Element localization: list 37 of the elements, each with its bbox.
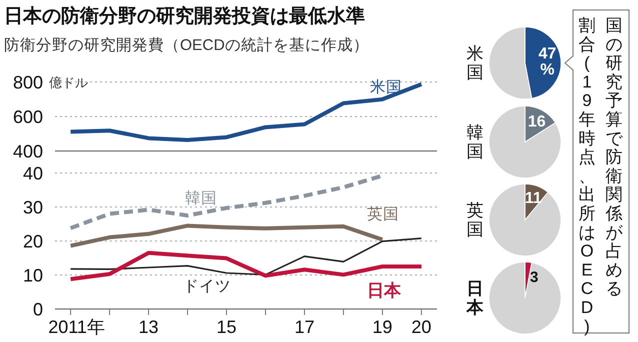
- x-tick-label: 17: [294, 317, 314, 337]
- text: 英国: [466, 201, 484, 239]
- series-label: 韓国: [185, 189, 217, 207]
- x-tick-label: 2011年: [48, 317, 105, 337]
- y-tick-label: 30: [22, 198, 43, 218]
- text: 割合(19年時点、出所はOECD): [578, 16, 596, 336]
- chart-subtitle: 防衛分野の研究開発費（OECDの統計を基に作成）: [4, 36, 369, 54]
- series-label: ドイツ: [183, 278, 231, 295]
- y-tick-label: 800: [12, 72, 43, 92]
- text: 米国: [466, 44, 484, 82]
- text: 日本: [466, 279, 484, 317]
- pie-slice: [488, 106, 562, 178]
- chart-title: 日本の防衛分野の研究開発投資は最低水準: [4, 5, 365, 27]
- series-label: 英国: [367, 205, 399, 223]
- y-tick-label: 0: [32, 300, 43, 320]
- data-label: 47%: [538, 46, 556, 79]
- y-tick-label: 600: [12, 107, 43, 127]
- line-series: [68, 250, 424, 282]
- y-tick-label: 40: [22, 164, 43, 184]
- text: 韓国: [466, 123, 484, 161]
- line-series: [70, 238, 422, 276]
- series-label: 日本: [367, 281, 402, 300]
- line-series: [68, 224, 384, 248]
- pie-slice: [488, 262, 562, 334]
- data-label: 11: [524, 190, 542, 207]
- y-tick-label: 400: [12, 142, 43, 162]
- pie-slice: [488, 184, 562, 256]
- y-axis-title: 億ドル: [49, 75, 88, 90]
- x-tick-label: 20: [411, 317, 432, 337]
- text: 国の研究予算で防衛関係が占める: [606, 16, 622, 298]
- y-tick-label: 10: [22, 266, 43, 286]
- y-tick-label: 20: [22, 232, 43, 252]
- x-tick-label: 13: [138, 317, 159, 337]
- data-label: 16: [528, 114, 546, 131]
- data-label: 3: [530, 269, 538, 286]
- x-tick-label: 19: [372, 317, 392, 337]
- x-tick-label: 15: [216, 317, 237, 337]
